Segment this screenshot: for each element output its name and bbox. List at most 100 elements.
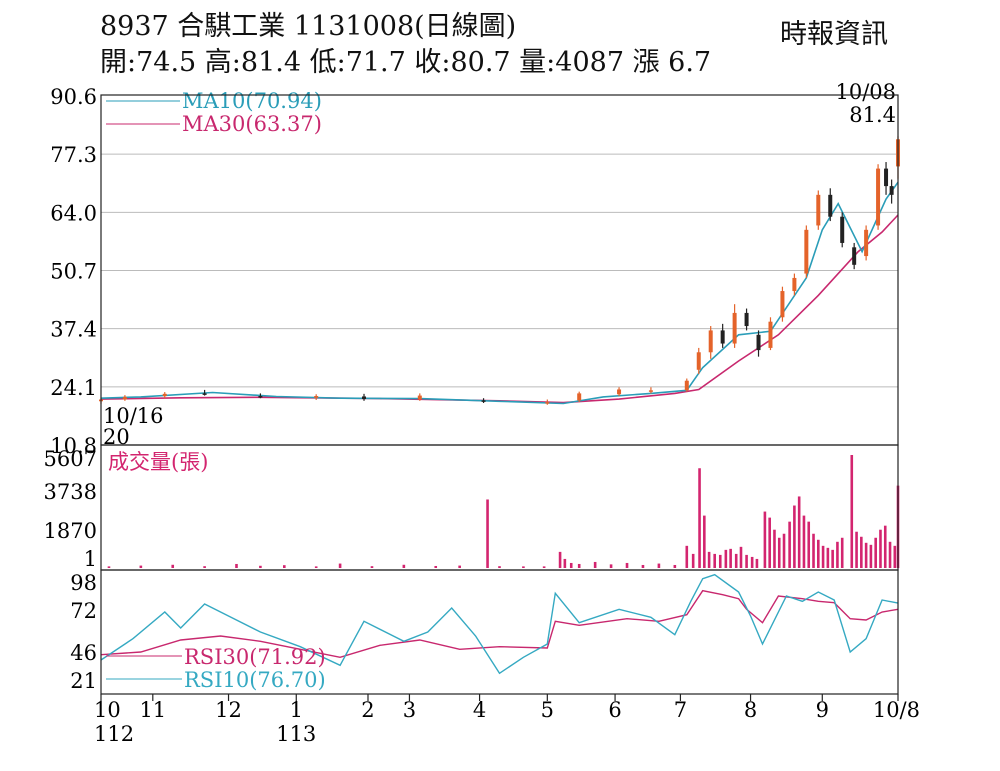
candle-body bbox=[577, 393, 582, 401]
volume-bar bbox=[703, 515, 706, 568]
volume-legend: 成交量(張) bbox=[108, 450, 208, 474]
volume-bar bbox=[817, 539, 820, 568]
rsi-tick-label: 98 bbox=[70, 571, 97, 595]
volume-bar bbox=[879, 529, 882, 568]
volume-bar bbox=[788, 521, 791, 568]
candle-body bbox=[617, 389, 622, 395]
candle-body bbox=[876, 168, 881, 226]
time-tick-label: 1 bbox=[290, 698, 303, 722]
volume-bar bbox=[739, 546, 743, 568]
time-tick-label: 10 bbox=[94, 698, 121, 722]
volume-bar bbox=[883, 525, 887, 568]
year-label: 112 bbox=[94, 722, 134, 746]
volume-bar bbox=[542, 566, 546, 568]
volume-bar bbox=[874, 537, 877, 568]
candle-body bbox=[884, 168, 889, 187]
volume-bar bbox=[713, 553, 716, 568]
volume-bar bbox=[609, 564, 613, 568]
volume-bar bbox=[657, 563, 661, 568]
candle-body bbox=[545, 402, 550, 404]
candle-body bbox=[852, 247, 857, 265]
volume-bar bbox=[836, 541, 839, 568]
volume-bar bbox=[888, 541, 892, 568]
time-tick-label: 6 bbox=[608, 698, 621, 722]
volume-bar bbox=[698, 468, 701, 568]
volume-bar bbox=[840, 537, 844, 568]
volume-bar bbox=[707, 551, 711, 568]
volume-bar bbox=[821, 545, 825, 568]
candle-body bbox=[708, 330, 713, 353]
volume-bar bbox=[855, 531, 858, 568]
volume-bar bbox=[768, 517, 771, 568]
volume-tick-label: 3738 bbox=[44, 480, 97, 504]
volume-bar bbox=[807, 521, 811, 568]
volume-bar bbox=[812, 533, 815, 568]
time-tick-label: 10/8 bbox=[873, 698, 920, 722]
volume-bar bbox=[569, 562, 573, 568]
candle-body bbox=[828, 194, 833, 217]
candle-body bbox=[314, 396, 319, 398]
volume-bar bbox=[745, 554, 748, 568]
volume-tick-label: 5607 bbox=[44, 447, 97, 471]
volume-bar bbox=[259, 565, 262, 568]
candle-body bbox=[792, 277, 797, 292]
volume-bar bbox=[593, 561, 597, 568]
panel-frame bbox=[100, 569, 899, 695]
ma30-line bbox=[100, 214, 899, 404]
volume-bar bbox=[577, 563, 581, 568]
candle-body bbox=[840, 216, 845, 243]
time-tick-label: 7 bbox=[674, 698, 687, 722]
rsi30-legend: RSI30(71.92) bbox=[184, 645, 326, 669]
volume-bar bbox=[486, 499, 489, 568]
candle-body bbox=[864, 229, 869, 257]
candle-body bbox=[481, 400, 486, 402]
volume-bar bbox=[802, 515, 806, 568]
volume-bar bbox=[750, 556, 754, 568]
volume-bar bbox=[558, 551, 562, 568]
time-tick-label: 9 bbox=[816, 698, 829, 722]
volume-bar bbox=[831, 549, 834, 568]
volume-bar bbox=[773, 529, 776, 568]
ohlc-summary: 開:74.5 高:81.4 低:71.7 收:80.7 量:4087 漲 6.7 bbox=[100, 47, 712, 78]
volume-bar bbox=[314, 566, 318, 568]
candle-body bbox=[684, 380, 689, 391]
volume-bar bbox=[434, 565, 438, 568]
volume-tick-label: 1870 bbox=[44, 519, 97, 543]
volume-bar bbox=[777, 537, 781, 568]
time-tick-label: 12 bbox=[215, 698, 242, 722]
candle-body bbox=[816, 194, 821, 226]
volume-bar bbox=[370, 566, 374, 568]
rsi10-legend: RSI10(76.70) bbox=[184, 668, 326, 692]
volume-bar bbox=[283, 565, 286, 568]
volume-bar bbox=[625, 562, 629, 568]
volume-bar bbox=[860, 536, 863, 568]
volume-bar bbox=[673, 564, 677, 568]
price-tick-label: 10.8 bbox=[50, 434, 97, 458]
source-label: 時報資訊 bbox=[780, 19, 888, 50]
candle-body bbox=[362, 396, 367, 400]
rsi-tick-label: 21 bbox=[70, 669, 97, 693]
time-tick-label: 4 bbox=[473, 698, 486, 722]
volume-bar bbox=[563, 558, 567, 568]
volume-bar bbox=[458, 565, 461, 568]
time-tick-label: 8 bbox=[744, 698, 757, 722]
volume-bar bbox=[107, 566, 111, 568]
volume-bar bbox=[893, 545, 897, 568]
time-tick-label: 11 bbox=[139, 698, 166, 722]
volume-bar bbox=[869, 544, 873, 568]
price-tick-label: 90.6 bbox=[50, 85, 97, 109]
last-high-label: 81.4 bbox=[849, 103, 896, 127]
candle-body bbox=[696, 352, 701, 370]
candle-body bbox=[202, 393, 207, 395]
price-tick-label: 24.1 bbox=[50, 376, 97, 400]
volume-bar bbox=[734, 553, 738, 568]
volume-bar bbox=[235, 563, 238, 568]
rsi-tick-label: 46 bbox=[70, 641, 97, 665]
volume-bar bbox=[685, 545, 689, 568]
volume-bar bbox=[826, 547, 830, 568]
candle-body bbox=[258, 396, 263, 398]
time-tick-label: 3 bbox=[403, 698, 416, 722]
volume-bar bbox=[139, 565, 143, 568]
time-tick-label: 5 bbox=[541, 698, 554, 722]
volume-bar bbox=[691, 553, 695, 568]
